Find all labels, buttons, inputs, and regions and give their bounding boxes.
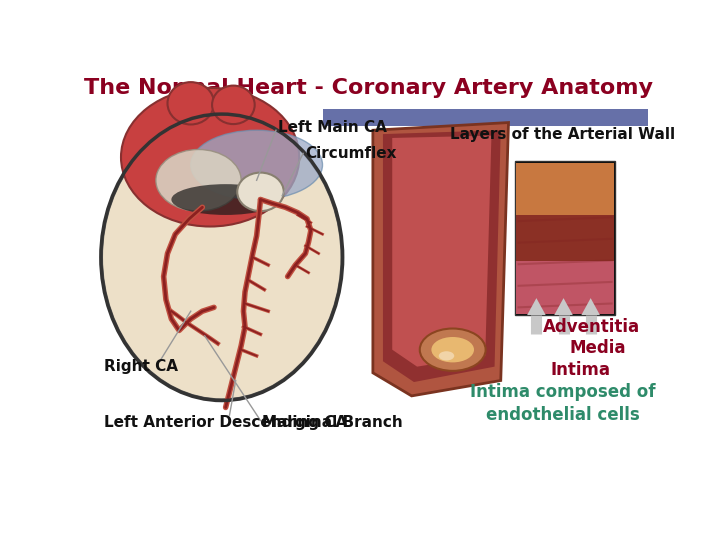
- Ellipse shape: [431, 337, 474, 362]
- Polygon shape: [392, 136, 492, 367]
- Text: Left Main CA: Left Main CA: [277, 120, 387, 136]
- Text: Right CA: Right CA: [104, 359, 178, 374]
- Text: Intima composed of
endothelial cells: Intima composed of endothelial cells: [470, 383, 655, 424]
- Text: Left Anterior Descending CA: Left Anterior Descending CA: [104, 415, 347, 430]
- Polygon shape: [554, 298, 573, 315]
- Bar: [516, 215, 614, 261]
- Text: The Normal Heart - Coronary Artery Anatomy: The Normal Heart - Coronary Artery Anato…: [84, 78, 654, 98]
- Ellipse shape: [238, 173, 284, 211]
- Polygon shape: [581, 298, 600, 315]
- Bar: [323, 110, 648, 126]
- Ellipse shape: [212, 85, 255, 124]
- Polygon shape: [527, 298, 546, 315]
- Ellipse shape: [438, 351, 454, 361]
- Bar: [516, 163, 614, 215]
- Bar: [516, 261, 614, 314]
- Ellipse shape: [191, 130, 323, 200]
- FancyBboxPatch shape: [91, 119, 368, 426]
- Text: Media: Media: [570, 339, 626, 357]
- Ellipse shape: [102, 115, 342, 400]
- Ellipse shape: [168, 82, 214, 125]
- Ellipse shape: [420, 328, 485, 371]
- Text: Layers of the Arterial Wall: Layers of the Arterial Wall: [450, 126, 675, 141]
- Polygon shape: [383, 130, 500, 382]
- Polygon shape: [373, 123, 508, 396]
- Ellipse shape: [121, 88, 300, 226]
- Ellipse shape: [171, 184, 280, 215]
- Text: Circumflex: Circumflex: [305, 146, 397, 161]
- Bar: [515, 161, 616, 315]
- Text: Marginal Branch: Marginal Branch: [262, 415, 402, 430]
- Ellipse shape: [156, 150, 241, 211]
- Text: Adventitia: Adventitia: [543, 318, 640, 335]
- Text: Intima: Intima: [551, 361, 611, 380]
